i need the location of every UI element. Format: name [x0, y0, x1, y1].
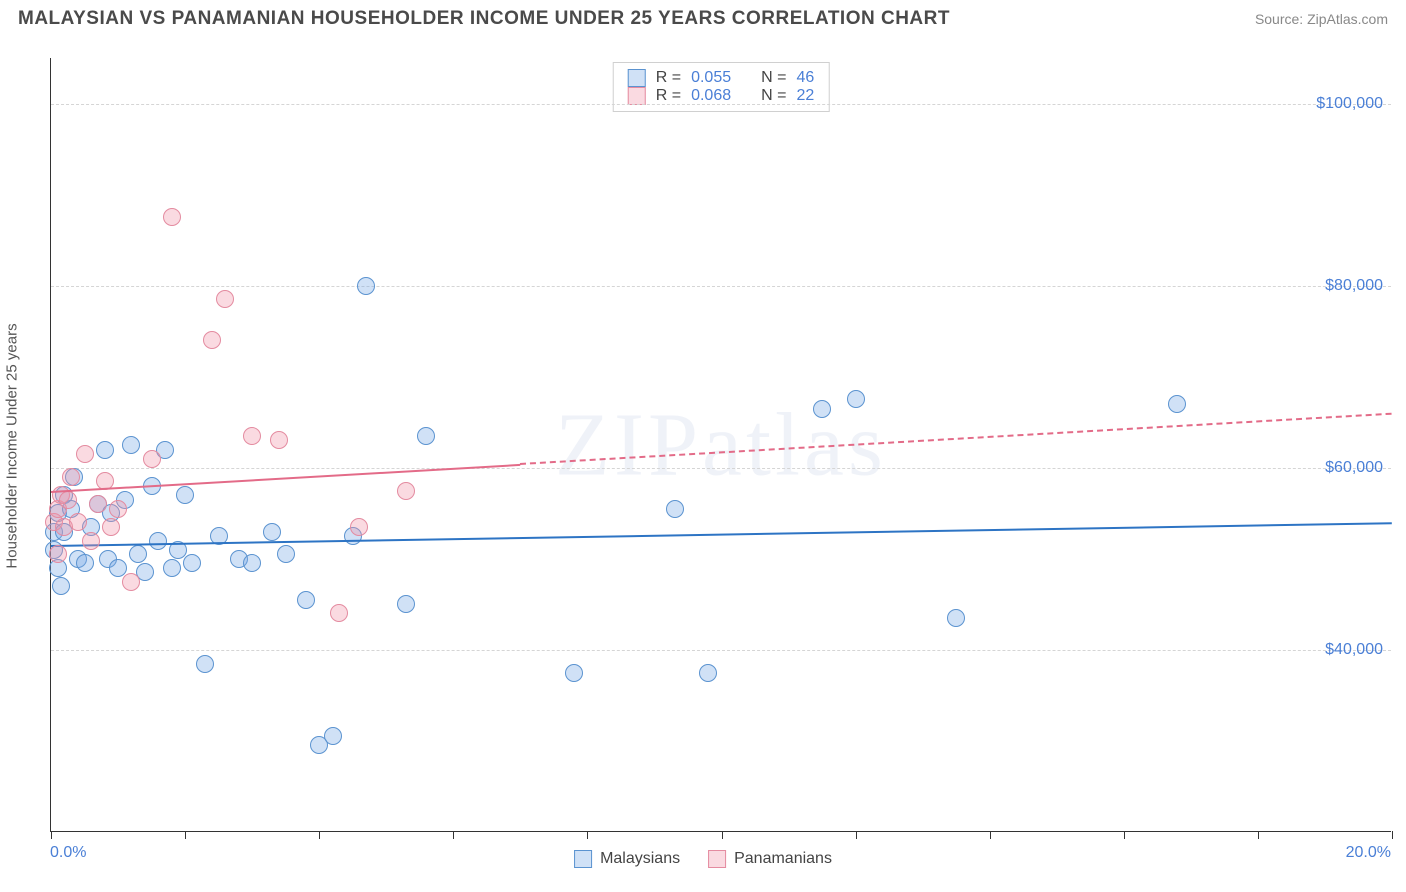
- trend-line: [51, 522, 1392, 547]
- data-point: [89, 495, 107, 513]
- data-point: [297, 591, 315, 609]
- scatter-chart: ZIPatlas R =0.055N =46R =0.068N =22 $40,…: [50, 58, 1391, 832]
- series-legend: Malaysians Panamanians: [574, 850, 832, 868]
- data-point: [149, 532, 167, 550]
- data-point: [183, 554, 201, 572]
- gridline: [51, 468, 1391, 469]
- n-value: 22: [796, 87, 814, 105]
- y-axis-title: Householder Income Under 25 years: [4, 323, 21, 568]
- x-tick: [453, 831, 454, 839]
- data-point: [96, 441, 114, 459]
- r-label: R =: [656, 69, 681, 87]
- data-point: [699, 664, 717, 682]
- data-point: [163, 559, 181, 577]
- data-point: [49, 545, 67, 563]
- data-point: [109, 500, 127, 518]
- r-label: R =: [656, 87, 681, 105]
- n-value: 46: [796, 69, 814, 87]
- legend-label: Malaysians: [600, 850, 680, 868]
- data-point: [666, 500, 684, 518]
- data-point: [350, 518, 368, 536]
- data-point: [203, 331, 221, 349]
- data-point: [397, 595, 415, 613]
- data-point: [59, 491, 77, 509]
- x-tick: [990, 831, 991, 839]
- data-point: [277, 545, 295, 563]
- gridline: [51, 104, 1391, 105]
- data-point: [76, 445, 94, 463]
- y-axis-label: $80,000: [1325, 277, 1383, 295]
- y-axis-label: $60,000: [1325, 459, 1383, 477]
- data-point: [102, 518, 120, 536]
- data-point: [52, 577, 70, 595]
- data-point: [243, 554, 261, 572]
- data-point: [196, 655, 214, 673]
- gridline: [51, 286, 1391, 287]
- x-tick: [1258, 831, 1259, 839]
- source-value: ZipAtlas.com: [1307, 11, 1388, 27]
- legend-row: R = 0.055 N = 46: [628, 69, 815, 87]
- data-point: [1168, 395, 1186, 413]
- data-point: [397, 482, 415, 500]
- data-point: [243, 427, 261, 445]
- data-point: [324, 727, 342, 745]
- data-point: [947, 609, 965, 627]
- x-axis-label: 20.0%: [1346, 844, 1391, 862]
- data-point: [143, 450, 161, 468]
- data-point: [813, 400, 831, 418]
- y-axis-label: $100,000: [1316, 95, 1383, 113]
- x-tick: [856, 831, 857, 839]
- legend-swatch: [628, 69, 646, 87]
- r-value: 0.068: [691, 87, 731, 105]
- data-point: [417, 427, 435, 445]
- n-label: N =: [761, 87, 786, 105]
- data-point: [357, 277, 375, 295]
- legend-label: Panamanians: [734, 850, 832, 868]
- data-point: [69, 513, 87, 531]
- data-point: [62, 468, 80, 486]
- data-point: [330, 604, 348, 622]
- data-point: [76, 554, 94, 572]
- legend-swatch: [574, 850, 592, 868]
- data-point: [270, 431, 288, 449]
- x-tick: [185, 831, 186, 839]
- trend-line: [520, 413, 1392, 465]
- x-tick: [319, 831, 320, 839]
- legend-row: R = 0.068 N = 22: [628, 87, 815, 105]
- legend-swatch: [628, 87, 646, 105]
- gridline: [51, 650, 1391, 651]
- data-point: [216, 290, 234, 308]
- data-point: [82, 532, 100, 550]
- data-point: [163, 208, 181, 226]
- data-point: [263, 523, 281, 541]
- x-tick: [722, 831, 723, 839]
- y-axis-label: $40,000: [1325, 641, 1383, 659]
- x-axis-label: 0.0%: [50, 844, 86, 862]
- n-label: N =: [761, 69, 786, 87]
- source-attribution: Source: ZipAtlas.com: [1255, 11, 1388, 27]
- x-tick: [587, 831, 588, 839]
- data-point: [847, 390, 865, 408]
- legend-item: Malaysians: [574, 850, 680, 868]
- x-tick: [1124, 831, 1125, 839]
- source-label: Source:: [1255, 11, 1307, 27]
- data-point: [176, 486, 194, 504]
- r-value: 0.055: [691, 69, 731, 87]
- data-point: [565, 664, 583, 682]
- data-point: [129, 545, 147, 563]
- page-title: MALAYSIAN VS PANAMANIAN HOUSEHOLDER INCO…: [18, 8, 950, 30]
- data-point: [122, 573, 140, 591]
- x-tick: [1392, 831, 1393, 839]
- legend-item: Panamanians: [708, 850, 832, 868]
- x-tick: [51, 831, 52, 839]
- legend-swatch: [708, 850, 726, 868]
- data-point: [122, 436, 140, 454]
